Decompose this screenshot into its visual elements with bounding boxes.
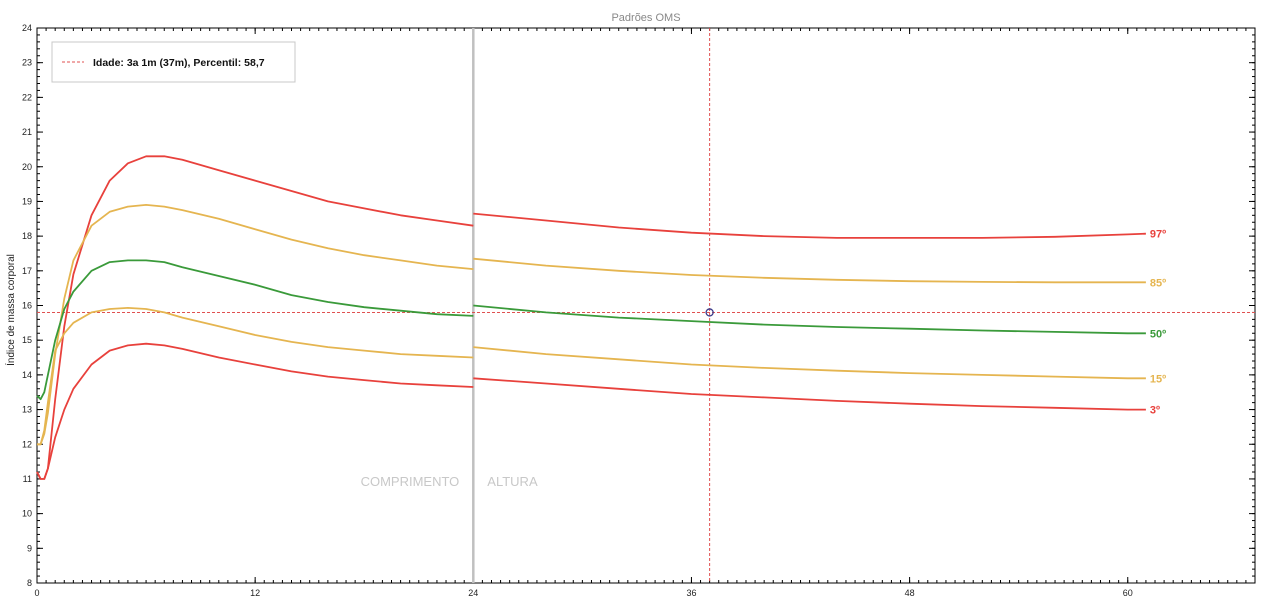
- y-tick-label: 11: [23, 474, 32, 484]
- section-label-comprimento: COMPRIMENTO: [361, 474, 460, 489]
- y-tick-label: 13: [22, 405, 32, 415]
- series-line-p85-height: [473, 257, 1146, 284]
- series-line-p50-height: [473, 304, 1146, 335]
- section-label-altura: ALTURA: [487, 474, 538, 489]
- legend-box: [51, 41, 296, 83]
- section-labels: COMPRIMENTO ALTURA: [361, 28, 538, 583]
- chart-title: Padrões OMS: [611, 12, 680, 24]
- series-line-p97-height: [473, 212, 1146, 239]
- series-line-p3-length: [36, 342, 474, 480]
- patient-marker: [705, 308, 714, 317]
- percentile-label-50: 50º: [1150, 328, 1166, 340]
- x-tick-label: 60: [1123, 588, 1133, 598]
- y-tick-label: 20: [22, 162, 32, 172]
- y-tick-label: 16: [22, 301, 32, 311]
- x-tick-label: 0: [34, 588, 39, 598]
- x-tick-label: 12: [250, 588, 260, 598]
- x-tick-label: 36: [686, 588, 696, 598]
- series-line-p15-height: [473, 346, 1146, 380]
- crosshair: [37, 28, 1255, 583]
- legend: Idade: 3a 1m (37m), Percentil: 58,7: [51, 41, 296, 83]
- y-tick-label: 10: [22, 509, 32, 519]
- series-line-p97-length: [36, 155, 474, 480]
- series-lines: 97º 85º 50º 15º 3º: [36, 155, 1166, 480]
- x-tick-label: 48: [905, 588, 915, 598]
- y-axis-label: Índice de massa corporal: [4, 254, 17, 366]
- y-tick-label: 21: [22, 127, 32, 137]
- y-tick-label: 12: [22, 439, 32, 449]
- percentile-label-85: 85º: [1150, 277, 1166, 289]
- plot-frame: [36, 27, 1256, 584]
- series-line-p3-height: [473, 377, 1146, 411]
- series-line-p50-length: [36, 259, 474, 401]
- axis-ticks: 8 9 10 11 12 13 14 15 16 17 18 19 20 21 22 23 24 0 12 24 36 4…: [22, 23, 1256, 598]
- y-tick-label: 18: [22, 231, 32, 241]
- y-tick-label: 23: [22, 58, 32, 68]
- legend-label: Idade: 3a 1m (37m), Percentil: 58,7: [93, 57, 265, 69]
- series-line-p85-length: [37, 203, 474, 446]
- y-tick-label: 17: [22, 266, 32, 276]
- y-tick-label: 19: [22, 196, 32, 206]
- x-tick-label: 24: [468, 588, 478, 598]
- y-tick-label: 22: [22, 92, 32, 102]
- y-tick-label: 9: [27, 543, 32, 553]
- percentile-label-97: 97º: [1150, 229, 1166, 241]
- y-tick-label: 15: [22, 335, 32, 345]
- y-tick-label: 24: [22, 23, 32, 33]
- y-tick-label: 14: [22, 370, 32, 380]
- percentile-label-15: 15º: [1150, 373, 1166, 385]
- plot-border: [36, 27, 1256, 584]
- percentile-label-3: 3º: [1150, 405, 1160, 417]
- series-line-p15-length: [37, 306, 474, 446]
- y-tick-label: 8: [27, 578, 32, 588]
